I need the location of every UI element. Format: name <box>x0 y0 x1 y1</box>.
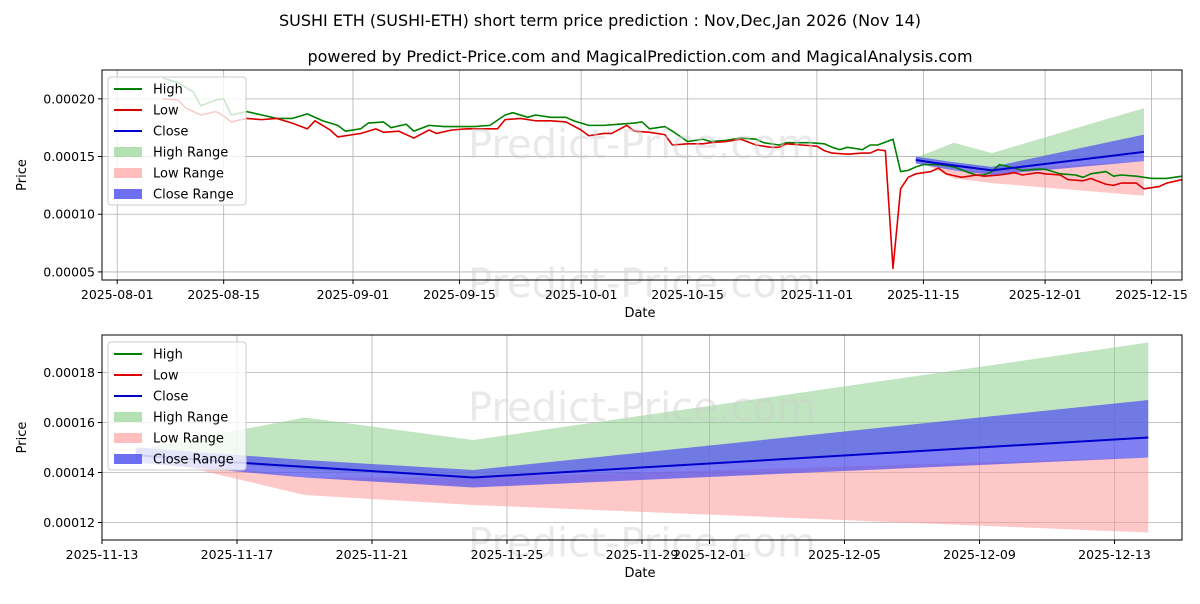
top-axes-frame <box>101 69 1183 281</box>
bottom-xtick-label: 2025-11-29 <box>606 547 679 562</box>
bottom-watermark-text: Predict-Price.com <box>468 385 816 431</box>
bottom-xtick-label: 2025-12-13 <box>1078 547 1151 562</box>
top-legend-close-range-label: Close Range <box>153 188 234 203</box>
top-legend-box <box>107 76 247 206</box>
bottom-xtick-label: 2025-12-09 <box>943 547 1016 562</box>
top-xtick-label: 2025-08-15 <box>187 287 260 302</box>
top-legend-high-range-swatch <box>114 147 142 157</box>
bottom-legend-low-range-swatch <box>114 433 142 443</box>
bottom-ytick-label: 0.00018 <box>43 365 95 380</box>
top-close-line <box>915 150 1145 172</box>
bottom-legend-low-label: Low <box>153 369 179 384</box>
bottom-legend-high-label: High <box>153 348 183 363</box>
top-watermark-text-2: Predict-Price.com <box>468 261 816 307</box>
top-close-range-band <box>915 134 1144 175</box>
top-ytick-label: 0.00020 <box>43 91 95 106</box>
bottom-xtick-label: 2025-11-17 <box>201 547 274 562</box>
bottom-legend-close-range-label: Close Range <box>153 453 234 468</box>
bottom-ytick-label: 0.00016 <box>43 415 95 430</box>
top-legend-close-label: Close <box>153 125 188 140</box>
bottom-legend-low-range-label: Low Range <box>153 432 224 447</box>
bottom-xaxis-label: Date <box>624 566 655 581</box>
bottom-legend-close-label: Close <box>153 390 188 405</box>
bottom-ytick-label: 0.00014 <box>43 465 95 480</box>
top-low-line <box>162 98 1182 270</box>
top-high-line <box>162 77 1182 180</box>
bottom-low-range-band <box>135 455 1149 533</box>
top-xtick-label: 2025-12-15 <box>1115 287 1188 302</box>
bottom-xtick-label: 2025-11-25 <box>471 547 544 562</box>
bottom-xtick-label: 2025-11-13 <box>66 547 139 562</box>
top-xtick-label: 2025-08-01 <box>81 287 154 302</box>
top-ytick-label: 0.00005 <box>43 264 95 279</box>
bottom-xtick-label: 2025-11-21 <box>336 547 409 562</box>
chart-subtitle: powered by Predict-Price.com and Magical… <box>307 47 972 66</box>
top-watermark-text: Predict-Price.com <box>468 122 816 168</box>
bottom-yaxis-label: Price <box>15 422 30 454</box>
top-legend-low-range-label: Low Range <box>153 167 224 182</box>
top-legend-high-range-label: High Range <box>153 146 228 161</box>
bottom-legend-box <box>107 341 247 471</box>
bottom-ytick-label: 0.00012 <box>43 515 95 530</box>
top-yaxis-label: Price <box>15 159 30 191</box>
bottom-xtick-label: 2025-12-05 <box>808 547 881 562</box>
bottom-close-range-band <box>135 400 1149 488</box>
top-legend-low-range-swatch <box>114 168 142 178</box>
top-xtick-label: 2025-10-15 <box>651 287 724 302</box>
chart-title: SUSHI ETH (SUSHI-ETH) short term price p… <box>279 11 921 30</box>
bottom-legend-high-range-swatch <box>114 412 142 422</box>
top-legend-close-range-swatch <box>114 189 142 199</box>
top-xaxis-label: Date <box>624 306 655 321</box>
top-legend: High Low Close High Range Low Range Close Ran… <box>107 76 247 206</box>
top-legend-low-label: Low <box>153 104 179 119</box>
top-xtick-label: 2025-11-01 <box>781 287 854 302</box>
top-xtick-label: 2025-10-01 <box>545 287 618 302</box>
top-xtick-label: 2025-09-01 <box>317 287 390 302</box>
bottom-legend-close-range-swatch <box>114 454 142 464</box>
top-xtick-label: 2025-09-15 <box>423 287 496 302</box>
top-xtick-label: 2025-11-15 <box>887 287 960 302</box>
top-ytick-label: 0.00010 <box>43 207 95 222</box>
top-ytick-label: 0.00015 <box>43 149 95 164</box>
bottom-legend: High Low Close High Range Low Range Close Ran… <box>107 341 247 471</box>
top-low-range-band <box>915 160 1144 196</box>
top-xtick-label: 2025-12-01 <box>1009 287 1082 302</box>
bottom-legend-high-range-label: High Range <box>153 411 228 426</box>
top-legend-high-label: High <box>153 83 183 98</box>
bottom-xtick-label: 2025-12-01 <box>673 547 746 562</box>
